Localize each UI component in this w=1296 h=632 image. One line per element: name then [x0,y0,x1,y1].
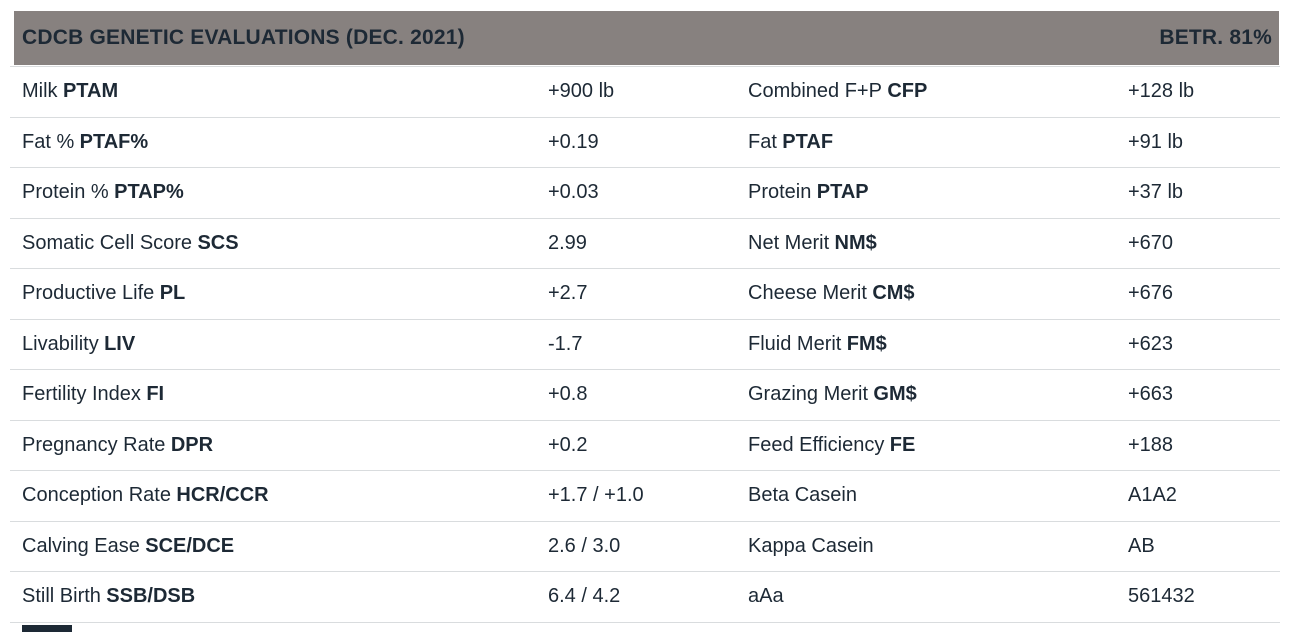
trait-label-left: Conception Rate HCR/CCR [22,484,269,507]
table-row: Calving Ease SCE/DCE 2.6 / 3.0 Kappa Case… [10,522,1280,572]
trait-value-left: 2.6 / 3.0 [548,534,621,557]
trait-label-right: Net Merit NM$ [748,231,877,254]
trait-label-right: Kappa Casein [748,534,874,557]
trait-label-left: Pregnancy Rate DPR [22,433,214,456]
table-row: Fat % PTAF% +0.19 Fat PTAF +91 lb [10,118,1280,168]
trait-label-right: Cheese Merit CM$ [748,282,915,305]
trait-value-right: +623 [1128,332,1174,355]
trait-label-right: Combined F+P CFP [748,80,928,103]
trait-label-left: Fat % PTAF% [22,130,149,153]
trait-label-right: Fat PTAF [748,130,834,153]
trait-value-right: +37 lb [1128,181,1184,204]
table-row: Pregnancy Rate DPR +0.2 Feed Efficiency FE… [10,421,1280,471]
trait-value-left: +0.8 [548,383,588,406]
table-row: Productive Life PL +2.7 Cheese Merit CM$ +… [10,269,1280,320]
section-header-bar: CDCB GENETIC EVALUATIONS (DEC. 2021) BET… [14,11,1279,65]
trait-label-right: Beta Casein [748,484,857,507]
trait-label-left: Livability LIV [22,332,136,355]
table-row: Somatic Cell Score SCS 2.99 Net Merit NM$ … [10,219,1280,269]
trait-value-left: +0.19 [548,130,599,153]
trait-value-right: +91 lb [1128,130,1184,153]
trait-label-right: Protein PTAP [748,181,869,204]
traits-table: Milk PTAM +900 lb Combined F+P CFP +128 lb… [10,66,1280,623]
trait-value-right: A1A2 [1128,484,1177,507]
trait-label-left: Calving Ease SCE/DCE [22,534,235,557]
trait-label-left: Productive Life PL [22,282,186,305]
trait-value-right: +670 [1128,231,1174,254]
trait-value-left: +0.03 [548,181,599,204]
trait-value-right: 561432 [1128,585,1195,608]
section-title: CDCB GENETIC EVALUATIONS (DEC. 2021) [22,26,465,49]
trait-value-left: +900 lb [548,80,615,103]
trait-label-left: Protein % PTAP% [22,181,184,204]
reliability-badge: BETR. 81% [1159,26,1272,49]
trait-value-right: AB [1128,534,1155,557]
trait-label-right: aAa [748,585,784,608]
table-row: Protein % PTAP% +0.03 Protein PTAP +37 lb [10,168,1280,219]
trait-label-right: Grazing Merit GM$ [748,383,917,406]
trait-value-right: +676 [1128,282,1174,305]
trait-label-left: Milk PTAM [22,80,119,103]
trait-value-left: 6.4 / 4.2 [548,585,621,608]
table-row: Livability LIV -1.7 Fluid Merit FM$ +623 [10,320,1280,370]
trait-value-left: +1.7 / +1.0 [548,484,644,507]
trait-label-right: Feed Efficiency FE [748,433,916,456]
trait-label-right: Fluid Merit FM$ [748,332,887,355]
table-row: Still Birth SSB/DSB 6.4 / 4.2 aAa 561432 [10,572,1280,623]
trait-value-left: +0.2 [548,433,588,456]
trait-label-left: Fertility Index FI [22,383,165,406]
trait-value-left: +2.7 [548,282,588,305]
trait-label-left: Still Birth SSB/DSB [22,585,196,608]
trait-value-right: +188 [1128,433,1174,456]
trait-label-left: Somatic Cell Score SCS [22,231,239,254]
trait-value-left: -1.7 [548,332,583,355]
table-row: Conception Rate HCR/CCR +1.7 / +1.0 Beta … [10,471,1280,522]
trait-value-left: 2.99 [548,231,587,254]
table-row: Fertility Index FI +0.8 Grazing Merit GM$ … [10,370,1280,421]
trait-value-right: +128 lb [1128,80,1195,103]
next-section-header-stub [22,625,72,632]
trait-value-right: +663 [1128,383,1174,406]
table-row: Milk PTAM +900 lb Combined F+P CFP +128 lb [10,67,1280,118]
